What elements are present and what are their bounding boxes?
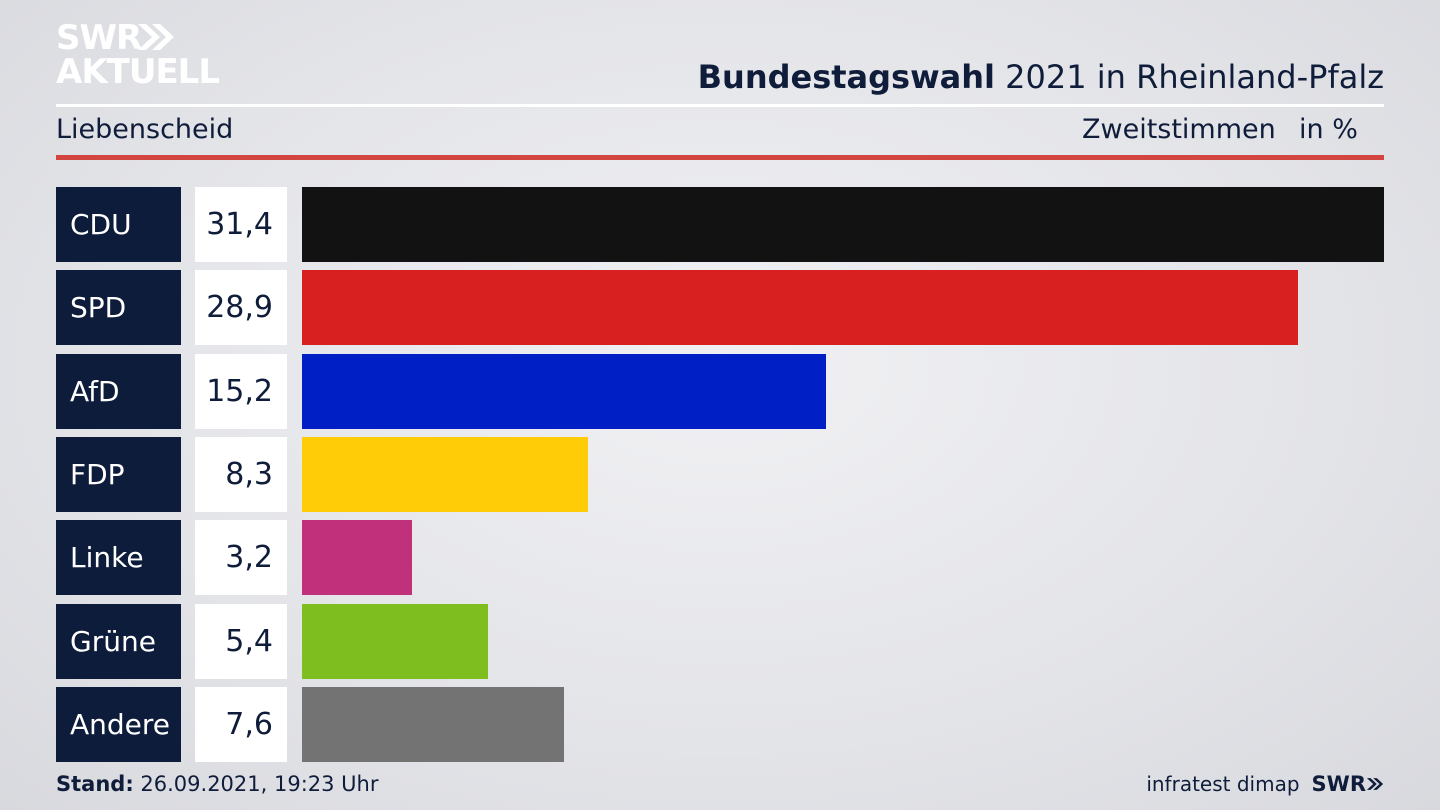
value-label: 5,4 [195, 603, 287, 679]
bar [302, 436, 588, 512]
location-label: Liebenscheid [56, 114, 234, 145]
bar-row: CDU 31,4 [0, 187, 1440, 262]
page-title: Bundestagswahl 2021 in Rheinland-Pfalz [698, 58, 1384, 96]
header-divider [56, 104, 1384, 107]
footer-swr-logo: SWR [1312, 772, 1384, 796]
value-label: 8,3 [195, 436, 287, 512]
bar [302, 270, 1298, 346]
party-label: Andere [56, 686, 181, 762]
bar [302, 187, 1384, 262]
bar-row: AfD 15,2 [0, 353, 1440, 429]
logo-line-2: AKTUELL [56, 52, 220, 92]
party-label: FDP [56, 436, 181, 512]
bar-row: Grüne 5,4 [0, 603, 1440, 679]
double-chevron-icon [138, 24, 174, 50]
unit-label: in % [1299, 114, 1358, 145]
measure-label: Zweitstimmen [1082, 114, 1276, 145]
source-credit: infratest dimap SWR [1146, 772, 1384, 796]
accent-divider [56, 155, 1384, 160]
bar-row: Andere 7,6 [0, 686, 1440, 762]
bar-row: FDP 8,3 [0, 436, 1440, 512]
party-label: SPD [56, 270, 181, 346]
timestamp: Stand: 26.09.2021, 19:23 Uhr [56, 772, 379, 796]
bar [302, 353, 826, 429]
value-label: 3,2 [195, 520, 287, 596]
logo-line-1: SWR [56, 18, 142, 58]
value-label: 15,2 [195, 353, 287, 429]
stand-label: Stand: [56, 772, 134, 796]
bar-row: Linke 3,2 [0, 520, 1440, 596]
bar-row: SPD 28,9 [0, 270, 1440, 346]
title-rest: 2021 in Rheinland-Pfalz [995, 58, 1384, 96]
stand-value: 26.09.2021, 19:23 Uhr [133, 772, 379, 796]
bar [302, 520, 412, 596]
party-label: Grüne [56, 603, 181, 679]
party-label: AfD [56, 353, 181, 429]
party-label: Linke [56, 520, 181, 596]
value-label: 7,6 [195, 686, 287, 762]
title-bold: Bundestagswahl [697, 58, 995, 96]
party-label: CDU [56, 187, 181, 262]
swr-aktuell-logo: SWR AKTUELL [56, 18, 226, 92]
bar [302, 603, 488, 679]
value-label: 28,9 [195, 270, 287, 346]
source-label: infratest dimap [1146, 772, 1300, 796]
footer-logo-text: SWR [1311, 772, 1366, 796]
value-label: 31,4 [195, 187, 287, 262]
bar [302, 686, 564, 762]
footer-chevron-icon [1366, 778, 1384, 790]
